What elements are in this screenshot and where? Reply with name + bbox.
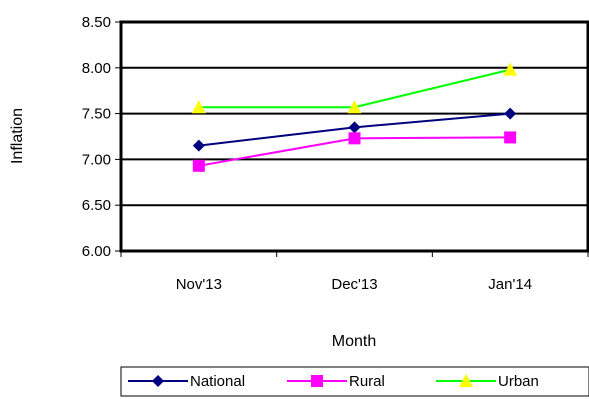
x-axis-ticks: Nov'13 Dec'13 Jan'14 bbox=[120, 251, 589, 293]
legend-item-urban: Urban bbox=[436, 373, 539, 390]
y-tick-label-3: 7.50 bbox=[82, 106, 111, 123]
legend-item-rural: Rural bbox=[287, 373, 385, 390]
point-urban-2 bbox=[503, 62, 518, 76]
y-tick-label-4: 8.00 bbox=[82, 60, 111, 77]
legend-marker-national bbox=[152, 375, 164, 387]
point-national-0 bbox=[192, 139, 205, 152]
series-rural bbox=[192, 131, 517, 172]
y-axis-title: Inflation bbox=[9, 108, 26, 164]
legend-item-national: National bbox=[128, 373, 245, 390]
x-tick-label-1: Dec'13 bbox=[331, 276, 377, 293]
legend-label-rural: Rural bbox=[349, 373, 385, 390]
point-urban-0 bbox=[191, 100, 206, 114]
legend-marker-rural bbox=[311, 375, 323, 387]
x-tick-label-0: Nov'13 bbox=[176, 276, 222, 293]
y-tick-label-1: 6.50 bbox=[82, 197, 111, 214]
y-tick-label-0: 6.00 bbox=[82, 243, 111, 260]
y-axis-ticks: 6.00 6.50 7.00 7.50 8.00 8.50 bbox=[82, 14, 121, 260]
y-tick-label-5: 8.50 bbox=[82, 14, 111, 31]
plot-area-frame bbox=[119, 20, 589, 253]
x-axis-title: Month bbox=[332, 333, 376, 350]
point-national-1 bbox=[348, 121, 361, 134]
legend-marker-urban bbox=[459, 374, 473, 387]
legend-label-urban: Urban bbox=[498, 373, 539, 390]
y-tick-label-2: 7.00 bbox=[82, 151, 111, 168]
point-national-2 bbox=[504, 107, 517, 120]
point-urban-1 bbox=[347, 100, 362, 114]
series-national bbox=[192, 107, 517, 152]
x-tick-label-2: Jan'14 bbox=[488, 276, 532, 293]
series-urban bbox=[191, 62, 518, 114]
legend: National Rural Urban bbox=[120, 366, 589, 397]
legend-label-national: National bbox=[190, 373, 245, 390]
legend-frame bbox=[120, 366, 589, 397]
point-rural-0 bbox=[192, 159, 205, 172]
point-rural-2 bbox=[504, 131, 517, 144]
series-lines bbox=[191, 62, 518, 172]
point-rural-1 bbox=[348, 132, 361, 145]
